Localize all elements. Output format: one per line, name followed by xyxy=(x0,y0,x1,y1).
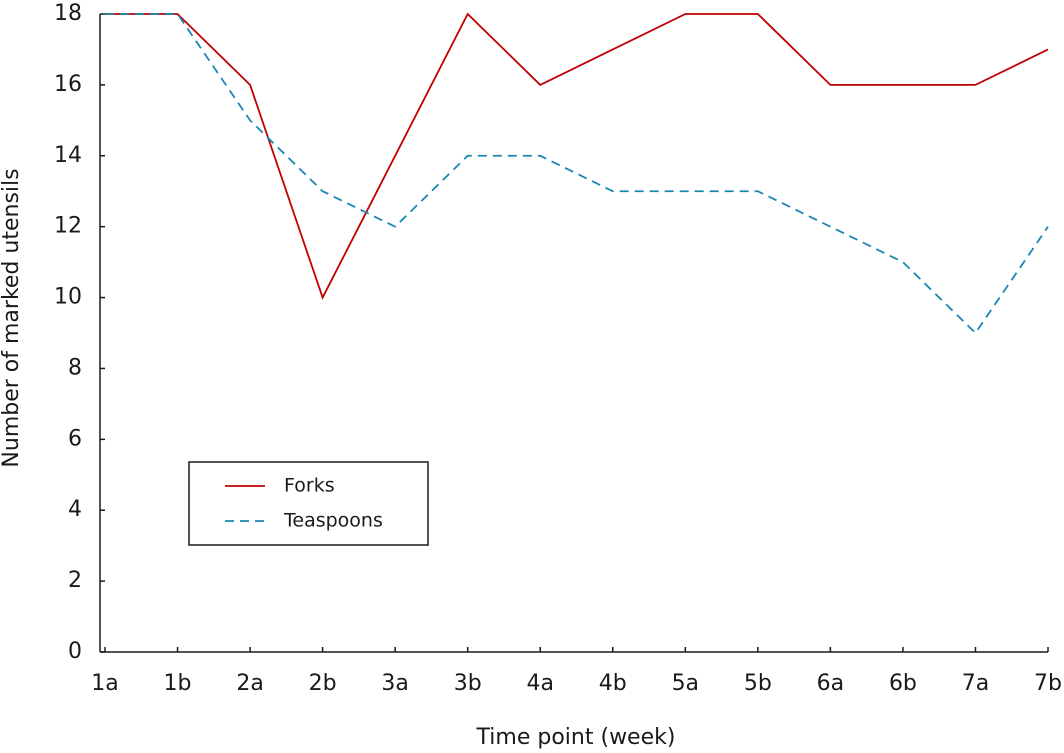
x-tick-label: 7b xyxy=(1034,671,1062,696)
y-tick-label: 6 xyxy=(68,426,82,451)
legend-box xyxy=(188,461,429,546)
x-tick-label: 4a xyxy=(526,671,553,696)
x-tick-label: 7a xyxy=(962,671,989,696)
x-tick-label: 1a xyxy=(91,671,118,696)
x-axis-label: Time point (week) xyxy=(476,725,676,750)
x-tick-label: 4b xyxy=(599,671,627,696)
y-tick-label: 8 xyxy=(68,355,82,380)
x-tick-label: 2a xyxy=(236,671,263,696)
series-line xyxy=(105,12,1049,300)
x-tick-label: 1b xyxy=(164,671,192,696)
y-tick-label: 12 xyxy=(54,214,82,239)
legend-label: Forks xyxy=(284,475,335,497)
series-line xyxy=(105,13,1049,335)
y-tick-label: 10 xyxy=(54,285,82,310)
x-tick-label: 3b xyxy=(454,671,482,696)
y-tick-label: 4 xyxy=(68,497,82,522)
y-tick-label: 2 xyxy=(68,568,82,593)
y-axis-label: Number of marked utensils xyxy=(0,168,24,467)
x-tick-label: 6a xyxy=(817,671,844,696)
x-tick-label: 5b xyxy=(744,671,772,696)
x-tick-label: 5a xyxy=(672,671,699,696)
x-tick-label: 2b xyxy=(309,671,337,696)
legend-label: Teaspoons xyxy=(283,510,383,532)
y-tick-label: 0 xyxy=(68,639,82,664)
y-tick-label: 16 xyxy=(54,72,82,97)
x-tick-label: 6b xyxy=(889,671,917,696)
y-tick-label: 14 xyxy=(54,143,82,168)
y-tick-label: 18 xyxy=(54,1,82,26)
x-tick-label: 3a xyxy=(381,671,408,696)
